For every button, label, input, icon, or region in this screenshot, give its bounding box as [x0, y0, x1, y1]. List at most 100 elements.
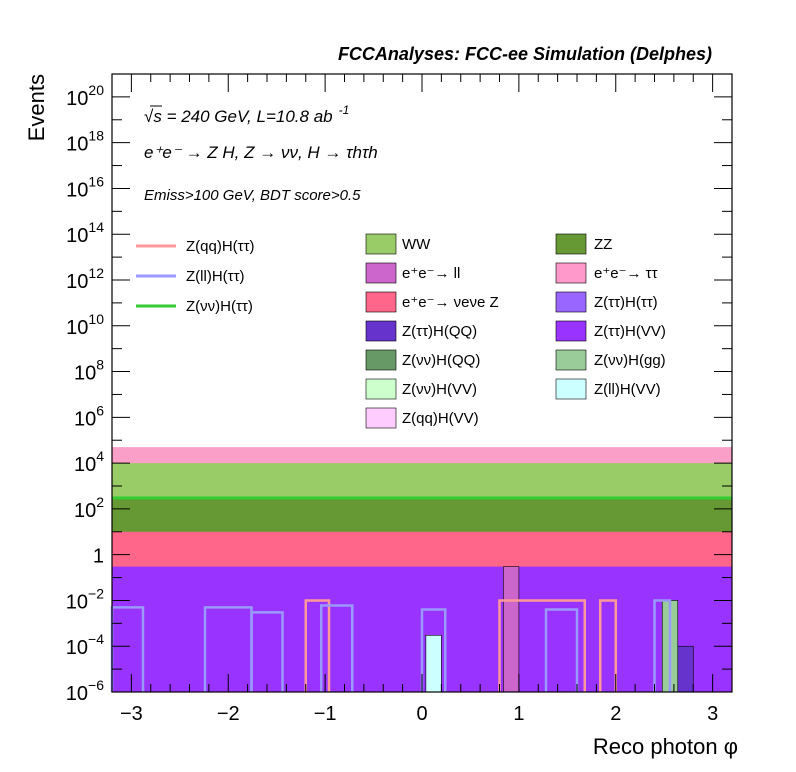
- legend-swatch: [365, 291, 397, 313]
- legend-label: Z(νν)H(QQ): [402, 352, 480, 369]
- y-tick-base: 10: [66, 317, 88, 339]
- y-tick-base: 10: [66, 88, 88, 110]
- y-axis-ticks: 10−610−410−21102104106108101010121014101…: [66, 82, 732, 705]
- legend-swatch: [365, 233, 397, 255]
- legend-label: e⁺e⁻→ ll: [402, 265, 460, 282]
- y-tick-exponent: 16: [88, 173, 104, 189]
- x-tick-label: 2: [610, 703, 621, 725]
- line-2-segment-5: [544, 608, 579, 692]
- line-2-segment-2: [250, 611, 284, 692]
- y-tick-exponent: −2: [88, 585, 104, 601]
- line-1-segment-1: [498, 599, 586, 692]
- legend-label: Z(ττ)H(VV): [594, 323, 666, 340]
- y-tick-label: 10−4: [66, 631, 104, 659]
- legend-label: Z(qq)H(ττ): [186, 238, 255, 255]
- y-tick-label: 108: [74, 357, 104, 385]
- legend-swatch: [365, 407, 397, 429]
- y-tick-exponent: 8: [96, 357, 104, 373]
- legend-label: Z(ττ)H(QQ): [402, 323, 477, 340]
- y-tick-exponent: 4: [96, 448, 104, 464]
- legend-swatch: [365, 378, 397, 400]
- legend-swatch: [555, 349, 587, 371]
- chart-title: FCCAnalyses: FCC-ee Simulation (Delphes): [338, 44, 712, 64]
- line-1-segment-2: [599, 599, 617, 692]
- x-tick-label: −2: [217, 703, 240, 725]
- y-tick-exponent: 2: [96, 494, 104, 510]
- y-tick-label: 10−2: [66, 585, 104, 613]
- annotation-energy-lumi: = 240 GeV, L=10.8 ab: [162, 107, 333, 126]
- y-tick-exponent: −6: [88, 677, 104, 693]
- y-tick-base: 10: [66, 179, 88, 201]
- legend-swatch: [365, 349, 397, 371]
- feature-bar-2: [677, 645, 694, 693]
- y-tick-base: 10: [74, 363, 96, 385]
- y-tick-base: 10: [74, 454, 96, 476]
- line-2-segment-3: [320, 604, 354, 692]
- x-tick-label: 3: [707, 703, 718, 725]
- y-tick-base: 10: [66, 683, 88, 705]
- y-tick-label: 1016: [66, 173, 104, 201]
- line-1-segment-0: [304, 599, 331, 692]
- annotation-block: √s = 240 GeV, L=10.8 ab -1 e⁺e⁻ → Z H, Z …: [144, 103, 378, 204]
- y-tick-base: 10: [66, 225, 88, 247]
- y-tick-label: 1014: [66, 219, 104, 247]
- y-tick-label: 1012: [66, 265, 104, 293]
- y-tick-exponent: 10: [88, 311, 104, 327]
- legend-swatch: [555, 320, 587, 342]
- y-tick-base: 10: [66, 271, 88, 293]
- legend-swatch: [555, 233, 587, 255]
- x-axis-ticks: −3 −2 −1 0 1 2 3: [111, 74, 733, 725]
- legend-swatch: [555, 291, 587, 313]
- y-tick-exponent: 20: [88, 82, 104, 98]
- y-tick-base: 10: [66, 591, 88, 613]
- legend-label: Z(νν)H(ττ): [186, 298, 253, 315]
- legend-label: Z(ττ)H(ττ): [594, 294, 658, 311]
- y-tick-base: 10: [74, 408, 96, 430]
- legend-label: WW: [402, 236, 431, 253]
- legend-swatch: [555, 378, 587, 400]
- legend-label: Z(νν)H(VV): [402, 381, 477, 398]
- y-tick-label: 10−6: [66, 677, 104, 705]
- y-tick-label: 102: [74, 494, 104, 522]
- y-tick-exponent: 18: [88, 128, 104, 144]
- x-tick-label: 1: [513, 703, 524, 725]
- legend-swatch: [555, 262, 587, 284]
- y-tick-base: 1: [93, 546, 104, 568]
- y-tick-label: 106: [74, 402, 104, 430]
- legend-label: e⁺e⁻→ νeνe Z: [402, 294, 499, 311]
- legend: Z(qq)H(ττ) Z(ll)H(ττ) Z(νν)H(ττ) WW e⁺e⁻→ ll…: [136, 233, 666, 429]
- y-tick-exponent: 6: [96, 402, 104, 418]
- y-tick-base: 10: [66, 637, 88, 659]
- y-tick-label: 1018: [66, 128, 104, 156]
- legend-swatch: [365, 262, 397, 284]
- legend-label: Z(ll)H(ττ): [186, 268, 245, 285]
- y-tick-label: 1020: [66, 82, 104, 110]
- y-axis-label: Events: [24, 74, 49, 141]
- x-axis-label: Reco photon φ: [593, 734, 738, 759]
- annotation-process: e⁺e⁻ → Z H, Z → νν, H → τhτh: [144, 143, 378, 162]
- feature-bar-1: [503, 566, 520, 693]
- legend-label: ZZ: [594, 236, 612, 253]
- x-tick-label: −1: [314, 703, 337, 725]
- x-tick-label: −3: [120, 703, 143, 725]
- y-tick-label: 1010: [66, 311, 104, 339]
- annotation-cuts: Emiss>100 GeV, BDT score>0.5: [144, 187, 361, 204]
- x-tick-label: 0: [416, 703, 427, 725]
- y-tick-label: 1: [93, 546, 104, 568]
- y-tick-base: 10: [66, 134, 88, 156]
- signal-lines: [110, 496, 732, 692]
- legend-label: Z(ll)H(VV): [594, 381, 661, 398]
- y-tick-label: 104: [74, 448, 104, 476]
- line-2-segment-6: [653, 599, 672, 692]
- y-tick-exponent: −4: [88, 631, 104, 647]
- y-tick-base: 10: [74, 500, 96, 522]
- y-tick-exponent: 14: [88, 219, 104, 235]
- legend-label: Z(νν)H(gg): [594, 352, 666, 369]
- legend-label: e⁺e⁻→ ττ: [594, 265, 658, 282]
- y-tick-exponent: 12: [88, 265, 104, 281]
- line-2-segment-4: [420, 608, 447, 692]
- legend-label: Z(qq)H(VV): [402, 410, 479, 427]
- feature-bar-0: [425, 635, 442, 693]
- annotation-line-1: √s = 240 GeV, L=10.8 ab -1: [144, 103, 349, 126]
